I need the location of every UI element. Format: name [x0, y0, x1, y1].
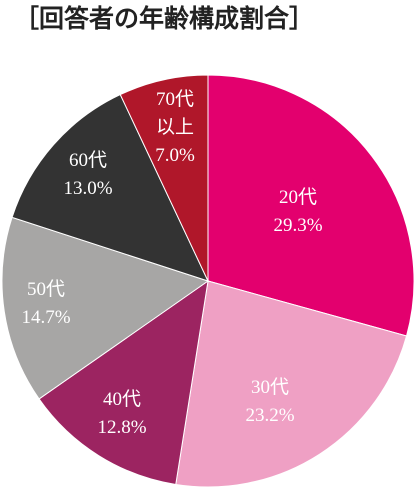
pie-slice	[207, 74, 415, 337]
slice-label: 20代	[279, 186, 317, 208]
slice-label: 14.7%	[21, 307, 70, 328]
slice-label: 13.0%	[63, 178, 112, 199]
slice-label: 23.2%	[245, 405, 294, 426]
slice-label: 50代	[27, 278, 65, 300]
pie-slices	[1, 74, 415, 488]
slice-label: 12.8%	[97, 417, 146, 438]
pie-slice	[38, 279, 209, 486]
slice-label: 60代	[69, 149, 107, 171]
slice-label: 7.0%	[155, 145, 195, 166]
pie-slice	[119, 74, 209, 282]
pie-slice	[1, 216, 210, 400]
chart-title: ［回答者の年齢構成割合］	[14, 4, 315, 33]
pie-labels: 20代 29.3% 30代 23.2% 40代 12.8% 50代 14.7% 60代 13.0%…	[21, 88, 322, 438]
slice-label: 70代	[156, 88, 194, 110]
slice-label: 40代	[103, 388, 141, 410]
slice-label: 30代	[251, 376, 289, 398]
pie-slice	[11, 93, 209, 282]
pie-slice	[175, 280, 408, 488]
slice-label: 29.3%	[273, 215, 322, 236]
slice-label: 以上	[156, 116, 194, 138]
